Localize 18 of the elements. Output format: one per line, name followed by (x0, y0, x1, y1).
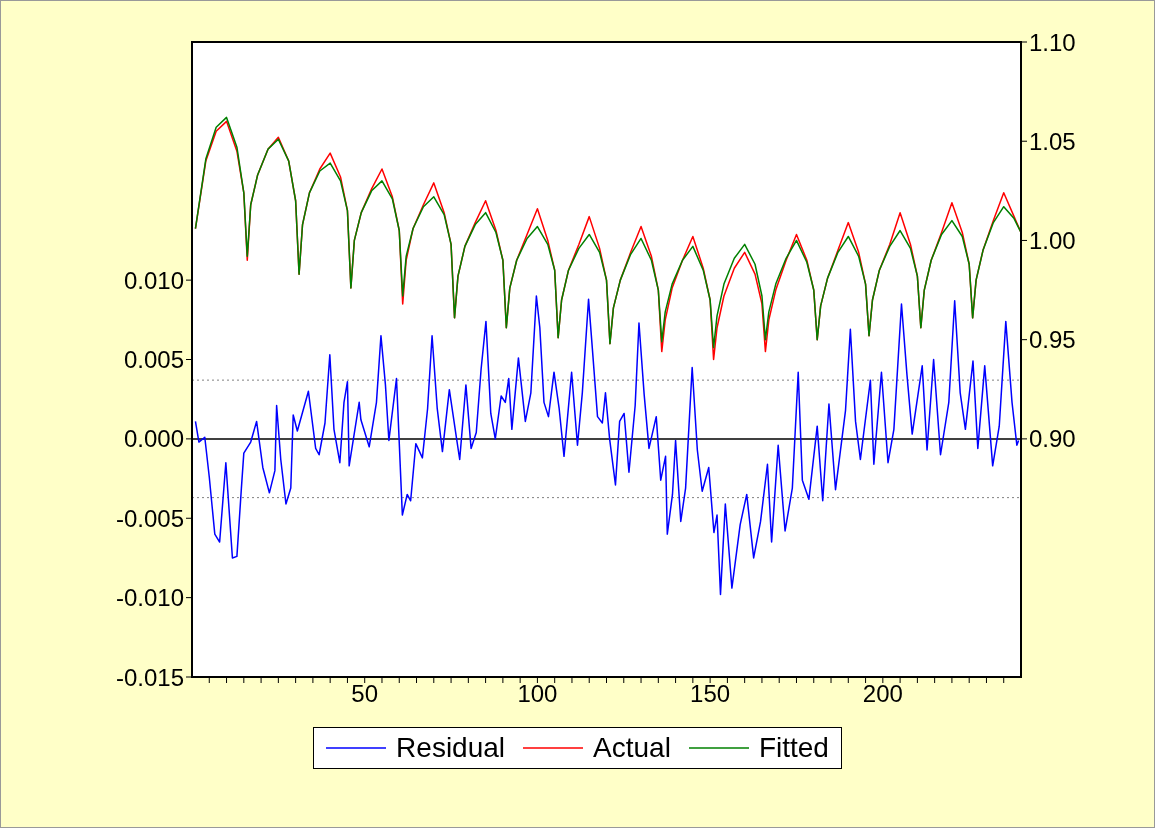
y2-tick-label: 0.95 (1029, 326, 1076, 354)
y-tick-label: 0.000 (123, 425, 184, 453)
y2-tick-label: 1.00 (1029, 226, 1076, 254)
x-tick-label: 150 (690, 680, 731, 708)
x-tick-label: 100 (517, 680, 558, 708)
x-tick-label: 50 (351, 680, 379, 708)
y2-tick-label: 1.05 (1029, 127, 1076, 155)
y2-tick-label: 0.90 (1029, 425, 1076, 453)
y-tick-label: 0.005 (123, 346, 184, 374)
legend-label: Fitted (758, 732, 829, 764)
legend-label: Actual (593, 732, 671, 764)
y-tick-label: 0.010 (123, 266, 184, 294)
y-tick-label: -0.005 (115, 504, 184, 532)
y2-tick-label: 1.10 (1029, 28, 1076, 56)
x-tick-label: 200 (862, 680, 903, 708)
y-tick-label: -0.010 (115, 584, 184, 612)
y-tick-label: -0.015 (115, 663, 184, 691)
legend-label: Residual (396, 732, 506, 764)
